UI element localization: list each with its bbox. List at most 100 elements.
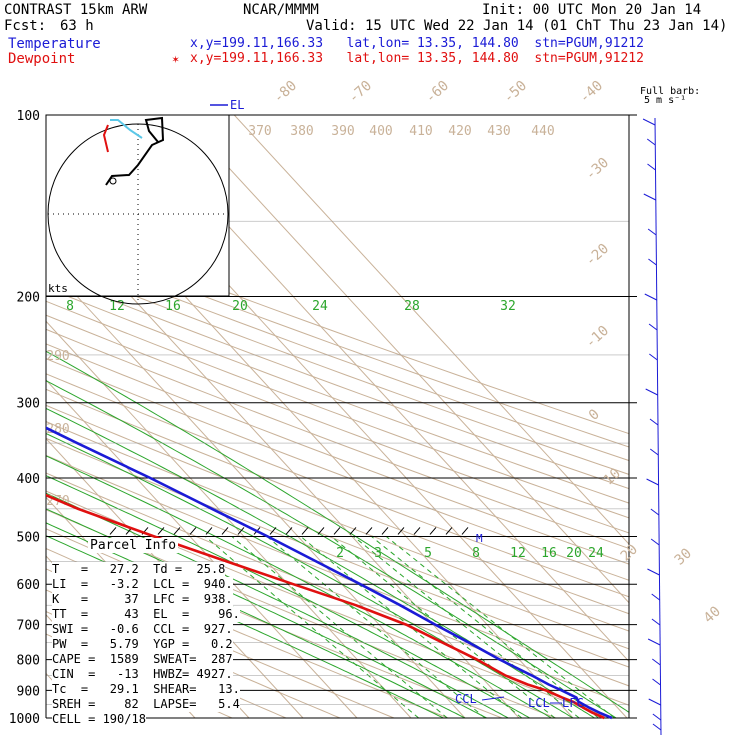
theta-label: 370	[248, 124, 271, 139]
hatch-mark	[189, 527, 197, 535]
mixing-ratio-label: 3	[374, 546, 382, 561]
level-annotations: EL M CCL LCL LFC	[210, 98, 584, 710]
theta-label: 400	[369, 124, 392, 139]
pressure-label: 900	[17, 684, 40, 699]
barb-legend-units: 5 m s⁻¹	[644, 95, 687, 106]
wind-barb	[648, 698, 661, 706]
init-time: Init: 00 UTC Mon 20 Jan 14	[482, 2, 702, 18]
pressure-label: 600	[17, 578, 40, 593]
wind-barb	[648, 258, 657, 266]
hatch-mark	[221, 527, 229, 535]
hatch-mark	[173, 527, 181, 535]
temperature-legend: Temperature	[8, 36, 101, 52]
mixing-ratio-label: 8	[66, 299, 74, 314]
hodograph-units-label: kts	[48, 282, 68, 295]
mixing-ratio-line	[205, 536, 420, 719]
dewpoint-profile	[46, 493, 605, 720]
theta-label: 440	[531, 124, 554, 139]
isotherm-label: -40	[577, 78, 607, 107]
parcel-row: CIN = -13 HWBZ= 4927.	[52, 667, 233, 682]
wind-barb	[642, 118, 656, 126]
hodograph-lower-trace	[102, 124, 109, 153]
hatch-mark	[109, 527, 117, 535]
parcel-row: PW = 5.79 YGP = 0.2	[52, 637, 233, 652]
wind-barb	[643, 193, 657, 201]
isotherm-label: -10	[583, 323, 613, 352]
mixing-ratio-label: 28	[404, 299, 420, 314]
parcel-row: K = 37 LFC = 938.	[52, 592, 233, 607]
mixing-ratio-label: 12	[510, 546, 526, 561]
wind-barb	[647, 568, 660, 576]
pressure-label: 300	[17, 397, 40, 412]
isotherm-line	[179, 115, 629, 604]
hodograph-upper-trace	[110, 119, 143, 139]
wind-barb	[652, 658, 661, 666]
hatch-mark	[269, 527, 277, 535]
theta-label: 280	[46, 422, 69, 437]
hatch-mark	[461, 527, 469, 535]
wind-barb	[644, 293, 657, 301]
isotherm-label: 10	[601, 465, 624, 488]
hatch-mark	[205, 527, 213, 535]
hatch-mark	[157, 527, 165, 535]
parcel-row: Tc = 29.1 SHEAR= 13.	[52, 682, 240, 697]
parcel-row: T = 27.2 Td = 25.8	[52, 562, 226, 577]
hatch-mark	[365, 527, 373, 535]
mixing-ratio-label: 5	[424, 546, 432, 561]
isotherm-label: -50	[501, 78, 531, 107]
temperature-profile	[46, 426, 613, 720]
model-title: CONTRAST 15km ARW	[4, 2, 148, 18]
wind-barb	[647, 638, 661, 646]
isotherm-line	[46, 320, 412, 719]
isotherm-label: -70	[346, 78, 376, 107]
wind-barb	[646, 478, 659, 486]
isotherm-label: 0	[586, 406, 603, 424]
mixing-ratio-label: 2	[336, 546, 344, 561]
isotherm-label: 30	[672, 545, 695, 568]
wind-barb	[647, 228, 657, 236]
valid-time: Valid: 15 UTC Wed 22 Jan 14 (01 ChT Thu …	[306, 18, 728, 34]
forecast-label: Fcst:	[4, 18, 47, 34]
hatch-mark	[445, 527, 453, 535]
pressure-label: 800	[17, 654, 40, 669]
center-title: NCAR/MMMM	[243, 2, 319, 18]
hatch-mark	[397, 527, 405, 535]
mixing-ratio-label: 20	[232, 299, 248, 314]
lcl-label: LCL	[528, 696, 550, 710]
wind-barbs	[642, 117, 662, 736]
el-label: EL	[230, 98, 244, 112]
wind-barb	[652, 678, 661, 686]
wind-barb	[646, 138, 656, 146]
forecast-hour: 63 h	[60, 18, 94, 34]
mixing-ratio-label: 8	[472, 546, 480, 561]
parcel-row: CELL = 190/18	[52, 712, 146, 727]
mixing-ratio-label: 32	[500, 299, 516, 314]
wind-barb	[649, 353, 658, 361]
theta-label: 410	[409, 124, 432, 139]
parcel-info-title: Parcel Info	[88, 538, 179, 553]
hatch-mark	[349, 527, 357, 535]
pressure-label: 100	[17, 109, 40, 124]
isotherm-line	[46, 379, 358, 719]
ccl-marker	[481, 696, 505, 701]
parcel-row: CAPE = 1589 SWEAT= 287	[52, 652, 233, 667]
m-label: M	[476, 532, 483, 545]
isotherm-line	[233, 115, 629, 545]
wind-barb	[647, 163, 656, 171]
wind-barb	[651, 618, 661, 626]
theta-label: 390	[331, 124, 354, 139]
wind-barb	[650, 508, 660, 516]
wind-barb	[652, 713, 662, 721]
wind-barb	[651, 593, 660, 601]
wind-barb	[649, 418, 659, 426]
wind-barb	[645, 388, 658, 396]
parcel-row: LI = -3.2 LCL = 940.	[52, 577, 233, 592]
hatch-mark	[317, 527, 325, 535]
wind-barb	[648, 323, 658, 331]
barb-legend-title: Full barb:	[640, 86, 701, 97]
theta-label: 290	[46, 349, 69, 364]
dewpoint-star-icon: ✶	[172, 52, 180, 66]
hatch-mark	[429, 527, 437, 535]
parcel-row: SWI = -0.6 CCL = 927.	[52, 622, 233, 637]
wind-barb	[649, 448, 659, 456]
